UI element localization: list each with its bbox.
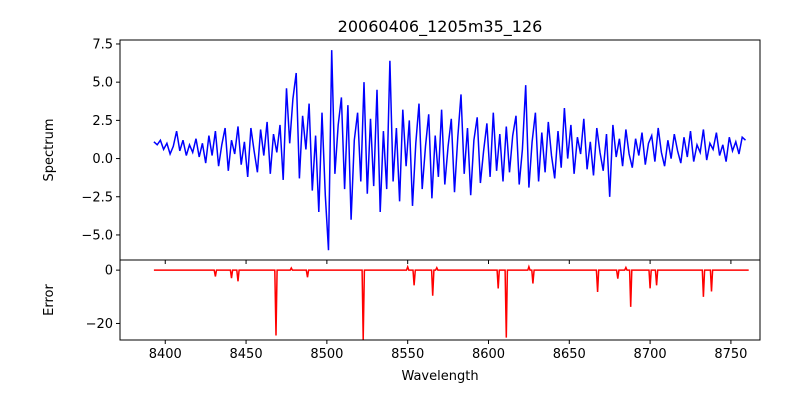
spectrum-ylabel: Spectrum [42,119,57,182]
xtick-label: 8750 [714,347,747,362]
error-ylabel: Error [42,284,57,316]
ytick-label: −5.0 [81,228,113,243]
xlabel: Wavelength [401,369,478,384]
xtick-label: 8500 [310,347,343,362]
xtick-label: 8450 [230,347,263,362]
xtick-label: 8400 [149,347,182,362]
ytick-label: −2.5 [81,190,113,205]
xtick-label: 8650 [553,347,586,362]
axes-frame [119,259,761,341]
ytick-label: 0 [105,264,113,279]
ytick-label: 2.5 [92,114,113,129]
spectrum-axes: −5.0 −2.5 0.0 2.5 5.0 7.5 [81,37,761,264]
error-axes: 0 −20 8400 8450 8500 8550 8600 8650 8700 8750 [86,259,761,362]
xtick-label: 8700 [634,347,667,362]
ytick-label: −20 [86,317,113,332]
xtick-label: 8550 [391,347,424,362]
ytick-label: 5.0 [92,76,113,91]
xtick-label: 8600 [472,347,505,362]
spectrum-line [153,50,747,251]
ytick-label: 7.5 [92,37,113,52]
error-line [153,264,749,340]
chart-title: 20060406_1205m35_126 [338,17,543,37]
ytick-label: 0.0 [92,152,113,167]
